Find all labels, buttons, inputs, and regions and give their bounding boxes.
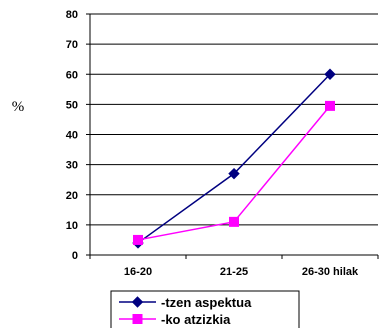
data-point	[229, 216, 239, 227]
y-tick-label: 0	[72, 250, 78, 262]
x-tick-label: 26-30 hilak	[302, 266, 359, 278]
y-tick-label: 60	[66, 69, 78, 81]
y-tick-label: 10	[66, 220, 78, 232]
y-tick-label: 50	[66, 99, 78, 111]
y-tick-labels: 0 10 20 30 40 50 60 70 80	[66, 9, 78, 262]
legend-item: -tzen aspektua	[119, 295, 252, 310]
legend-marker	[131, 296, 144, 308]
data-point	[228, 167, 240, 180]
axes	[89, 14, 379, 259]
series-group	[132, 68, 336, 249]
y-tick-label: 80	[66, 9, 78, 21]
data-point	[324, 68, 336, 80]
legend-item: -ko atzizkia	[119, 312, 231, 327]
x-tick-label: 16-20	[124, 266, 152, 278]
legend-marker	[132, 314, 143, 324]
x-tick-labels: 16-20 21-25 26-30 hilak	[124, 266, 359, 278]
legend-label: -tzen aspektua	[161, 295, 252, 310]
series-2	[133, 100, 335, 245]
x-tick-label: 21-25	[220, 266, 248, 278]
y-tick-label: 20	[66, 190, 78, 202]
y-tick-label: 40	[66, 130, 78, 142]
y-tick-label: 70	[66, 39, 78, 51]
legend-label: -ko atzizkia	[161, 312, 231, 327]
data-point	[133, 234, 143, 245]
y-axis-label: %	[12, 99, 25, 115]
y-tick-label: 30	[66, 160, 78, 172]
legend: -tzen aspektua -ko atzizkia	[110, 290, 300, 328]
data-point	[325, 100, 335, 111]
